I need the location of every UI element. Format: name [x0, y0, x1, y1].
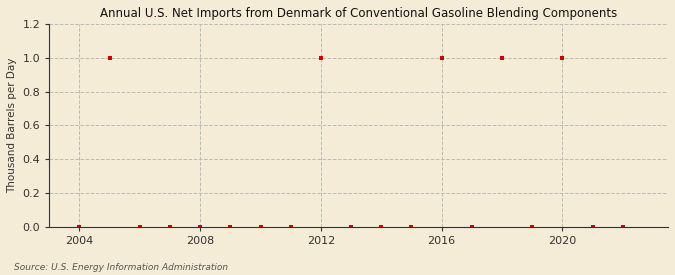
Y-axis label: Thousand Barrels per Day: Thousand Barrels per Day [7, 58, 17, 193]
Title: Annual U.S. Net Imports from Denmark of Conventional Gasoline Blending Component: Annual U.S. Net Imports from Denmark of … [100, 7, 618, 20]
Text: Source: U.S. Energy Information Administration: Source: U.S. Energy Information Administ… [14, 263, 227, 272]
